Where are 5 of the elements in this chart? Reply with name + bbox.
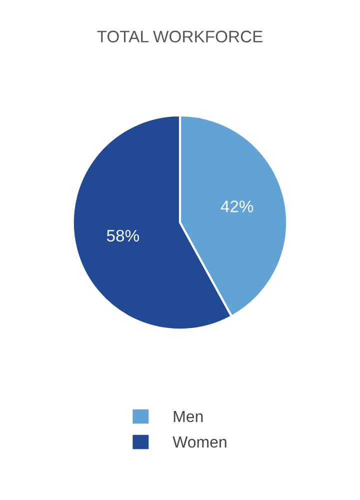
- legend-label: Women: [172, 436, 226, 448]
- data-label: 58%: [106, 230, 140, 242]
- data-label: 42%: [220, 200, 254, 212]
- chart-title: TOTAL WORKFORCE: [97, 30, 262, 42]
- legend-label: Men: [174, 411, 203, 422]
